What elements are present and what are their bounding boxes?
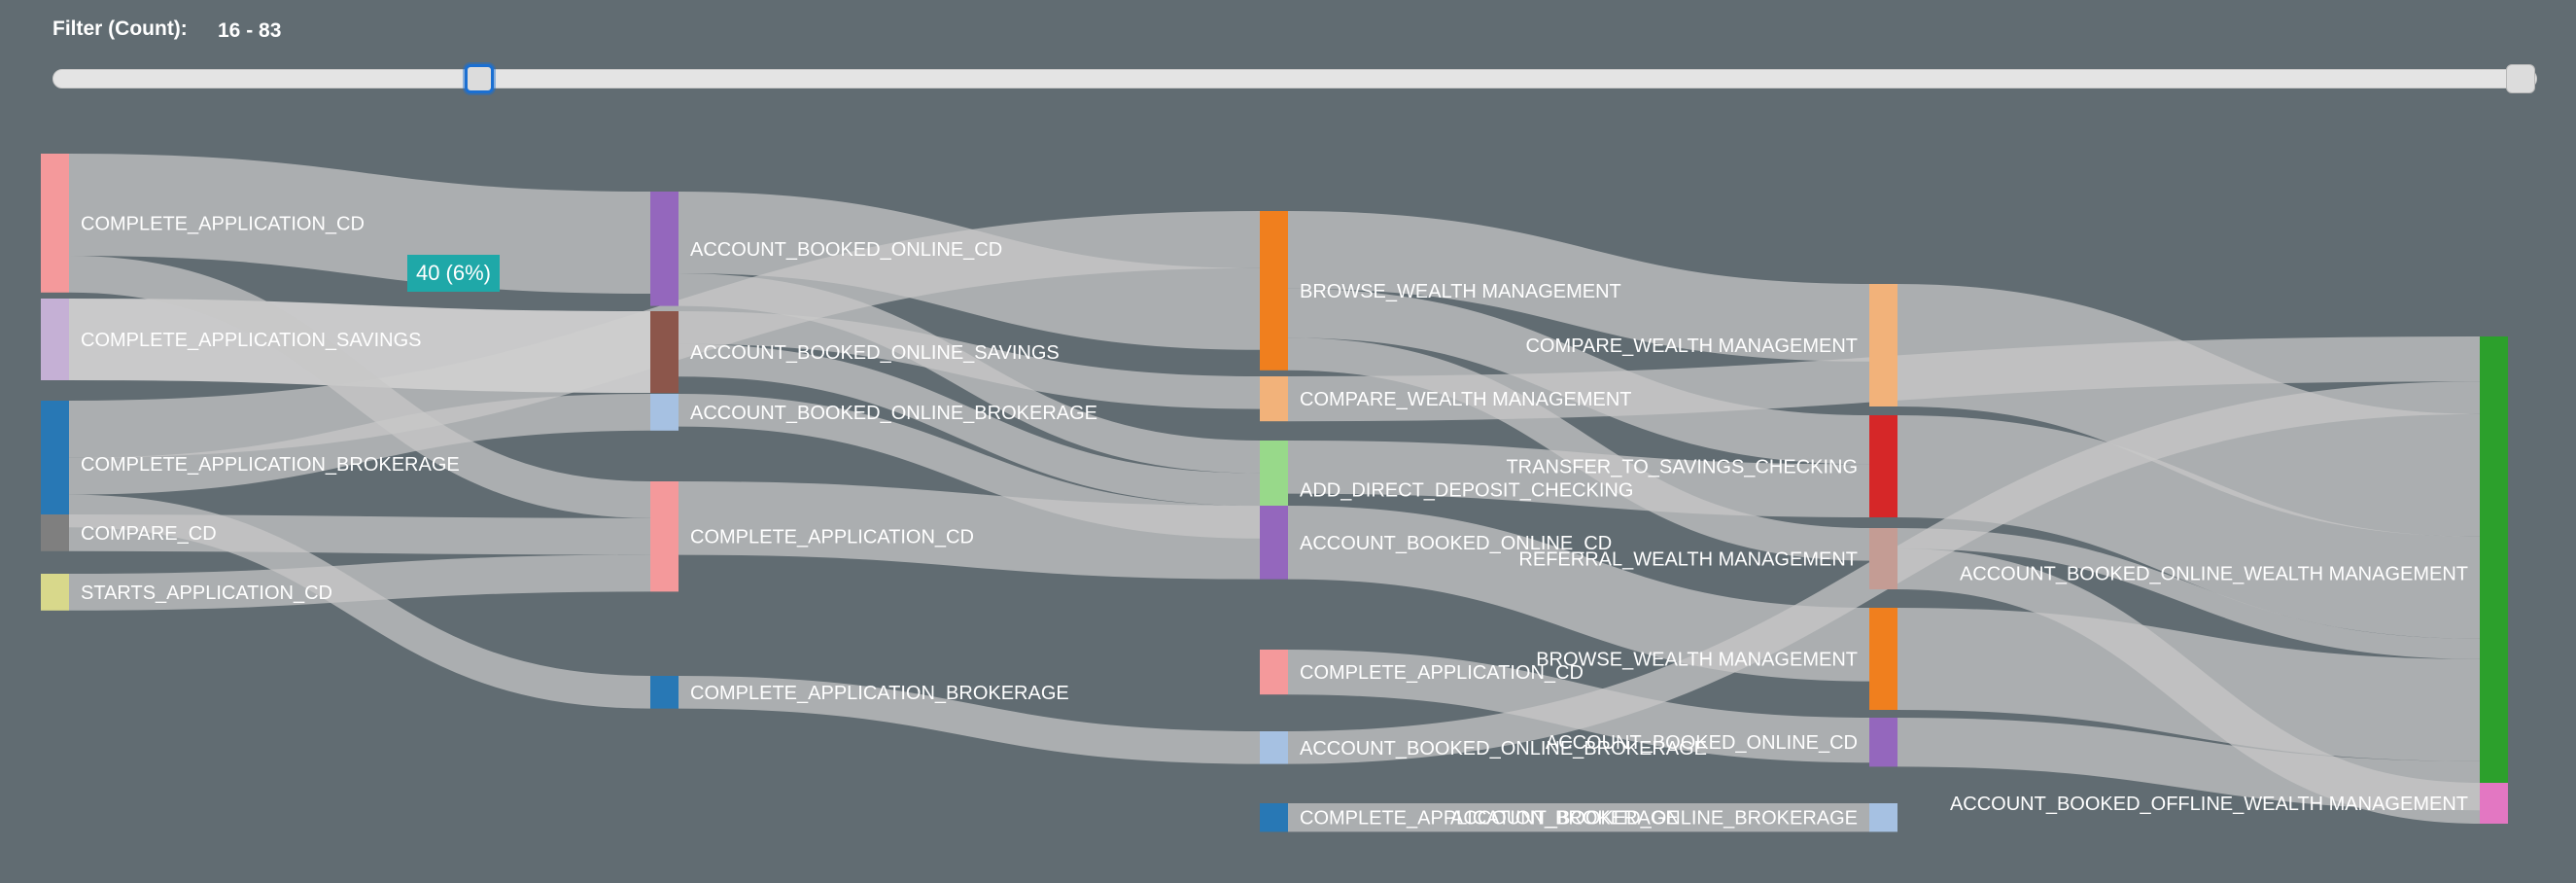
sankey-node-c2_abo_brk[interactable]	[1260, 731, 1288, 764]
sankey-node-c3_compare[interactable]	[1869, 284, 1897, 406]
sankey-node-c0_app_brk[interactable]	[41, 401, 69, 528]
sankey-node-c2_compare[interactable]	[1260, 376, 1288, 422]
sankey-node-label-c2_abo_brk: ACCOUNT_BOOKED_ONLINE_BROKERAGE	[1300, 738, 1707, 759]
sankey-node-label-c0_app_sav: COMPLETE_APPLICATION_SAVINGS	[81, 330, 421, 351]
sankey-link-c1_abo_sav-to-c2_add_dd[interactable]	[678, 343, 1261, 507]
sankey-link-c2_app_cd-to-c3_abo_cd[interactable]	[1287, 650, 1870, 763]
sankey-node-label-c0_cmp_cd: COMPARE_CD	[81, 523, 217, 545]
sankey-node-c1_app_brk[interactable]	[650, 676, 679, 709]
sankey-node-label-c2_add_dd: ADD_DIRECT_DEPOSIT_CHECKING	[1300, 479, 1633, 501]
sankey-node-label-c0_start_cd: STARTS_APPLICATION_CD	[81, 583, 332, 604]
sankey-node-label-c3_compare: COMPARE_WEALTH MANAGEMENT	[1525, 336, 1858, 357]
sankey-link-c1_app_cd-to-c2_abo_cd[interactable]	[678, 481, 1261, 580]
sankey-link-c2_browse-to-c3_compare[interactable]	[1287, 211, 1870, 362]
sankey-node-c4_wm_online[interactable]	[2480, 336, 2508, 811]
sankey-node-label-c2_compare: COMPARE_WEALTH MANAGEMENT	[1300, 389, 1632, 410]
sankey-node-label-c0_app_cd: COMPLETE_APPLICATION_CD	[81, 213, 365, 234]
sankey-node-label-c3_abo_cd: ACCOUNT_BOOKED_ONLINE_CD	[1546, 732, 1858, 754]
sankey-link-c3_referral-to-c4_wm_online[interactable]	[1897, 528, 2481, 659]
sankey-node-c3_abo_cd[interactable]	[1869, 718, 1897, 767]
sankey-link-c2_abo_cd-to-c3_browse[interactable]	[1287, 506, 1870, 682]
sankey-node-c0_cmp_cd[interactable]	[41, 514, 69, 551]
sankey-node-c1_abo_cd[interactable]	[650, 192, 679, 306]
sankey-link-c2_add_dd-to-c3_transfer[interactable]	[1287, 441, 1870, 517]
sankey-node-label-c1_abo_sav: ACCOUNT_BOOKED_ONLINE_SAVINGS	[690, 342, 1060, 364]
slider-min-handle[interactable]	[465, 64, 494, 93]
sankey-node-c1_abo_brk[interactable]	[650, 394, 679, 431]
sankey-node-c0_app_sav[interactable]	[41, 299, 69, 380]
sankey-link-c0_app_brk-to-c1_abo_brk[interactable]	[68, 394, 651, 495]
sankey-node-label-c1_abo_brk: ACCOUNT_BOOKED_ONLINE_BROKERAGE	[690, 403, 1097, 424]
sankey-node-c2_abo_cd[interactable]	[1260, 506, 1288, 580]
sankey-node-label-c1_app_brk: COMPLETE_APPLICATION_BROKERAGE	[690, 683, 1069, 704]
sankey-node-label-c2_abo_cd: ACCOUNT_BOOKED_ONLINE_CD	[1300, 533, 1612, 554]
sankey-node-c3_abo_brk[interactable]	[1869, 803, 1897, 832]
sankey-link-c3_transfer-to-c4_wm_online[interactable]	[1897, 415, 2481, 639]
sankey-node-label-c4_wm_offline: ACCOUNT_BOOKED_OFFLINE_WEALTH MANAGEMENT	[1950, 794, 2468, 815]
sankey-link-c0_app_cd-to-c1_app_cd[interactable]	[68, 256, 651, 518]
sankey-node-c2_app_cd[interactable]	[1260, 650, 1288, 695]
sankey-node-c2_app_brk[interactable]	[1260, 803, 1288, 832]
sankey-link-c0_app_sav-to-c1_abo_sav[interactable]	[68, 299, 651, 393]
sankey-node-label-c3_transfer: TRANSFER_TO_SAVINGS_CHECKING	[1506, 457, 1858, 478]
sankey-node-c3_transfer[interactable]	[1869, 415, 1897, 517]
sankey-node-c1_app_cd[interactable]	[650, 481, 679, 592]
sankey-link-c2_browse-to-c3_referral[interactable]	[1287, 337, 1870, 561]
count-range-slider[interactable]	[52, 69, 2537, 88]
sankey-node-label-c2_app_cd: COMPLETE_APPLICATION_CD	[1300, 662, 1584, 684]
sankey-link-c3_referral-to-c4_wm_offline[interactable]	[1897, 548, 2481, 824]
sankey-link-c1_abo_cd-to-c2_add_dd[interactable]	[678, 273, 1261, 474]
sankey-link-c3_compare-to-c4_wm_online[interactable]	[1897, 284, 2481, 537]
sankey-link-c1_app_brk-to-c2_abo_brk[interactable]	[678, 676, 1261, 764]
sankey-node-label-c0_app_brk: COMPLETE_APPLICATION_BROKERAGE	[81, 454, 460, 476]
sankey-node-label-c1_abo_cd: ACCOUNT_BOOKED_ONLINE_CD	[690, 239, 1002, 261]
sankey-node-label-c3_browse: BROWSE_WEALTH MANAGEMENT	[1536, 650, 1858, 671]
sankey-node-c3_referral[interactable]	[1869, 528, 1897, 589]
sankey-node-label-c2_app_brk: COMPLETE_APPLICATION_BROKERAGE	[1300, 808, 1679, 830]
sankey-link-c0_app_brk-to-c1_app_brk[interactable]	[68, 494, 651, 709]
sankey-node-label-c3_abo_brk: ACCOUNT_BOOKED_ONLINE_BROKERAGE	[1450, 808, 1858, 830]
sankey-node-c0_app_cd[interactable]	[41, 154, 69, 293]
sankey-node-c0_start_cd[interactable]	[41, 574, 69, 611]
sankey-link-c2_browse-to-c3_transfer[interactable]	[1287, 288, 1870, 465]
filter-label: Filter (Count):	[52, 18, 188, 40]
sankey-node-label-c2_browse: BROWSE_WEALTH MANAGEMENT	[1300, 281, 1621, 302]
sankey-node-c4_wm_offline[interactable]	[2480, 783, 2508, 824]
sankey-node-c1_abo_sav[interactable]	[650, 311, 679, 393]
sankey-node-label-c1_app_cd: COMPLETE_APPLICATION_CD	[690, 527, 974, 548]
sankey-link-c1_abo_cd-to-c2_browse[interactable]	[678, 192, 1261, 350]
sankey-node-c3_browse[interactable]	[1869, 608, 1897, 710]
link-tooltip: 40 (6%)	[407, 255, 500, 292]
sankey-node-c2_browse[interactable]	[1260, 211, 1288, 371]
sankey-node-label-c4_wm_online: ACCOUNT_BOOKED_ONLINE_WEALTH MANAGEMENT	[1960, 564, 2468, 585]
slider-max-handle[interactable]	[2506, 64, 2535, 93]
sankey-link-c0_app_cd-to-c1_abo_cd[interactable]	[68, 154, 651, 294]
filter-value: 16 - 83	[218, 19, 282, 42]
sankey-node-label-c3_referral: REFERRAL_WEALTH MANAGEMENT	[1518, 549, 1858, 571]
